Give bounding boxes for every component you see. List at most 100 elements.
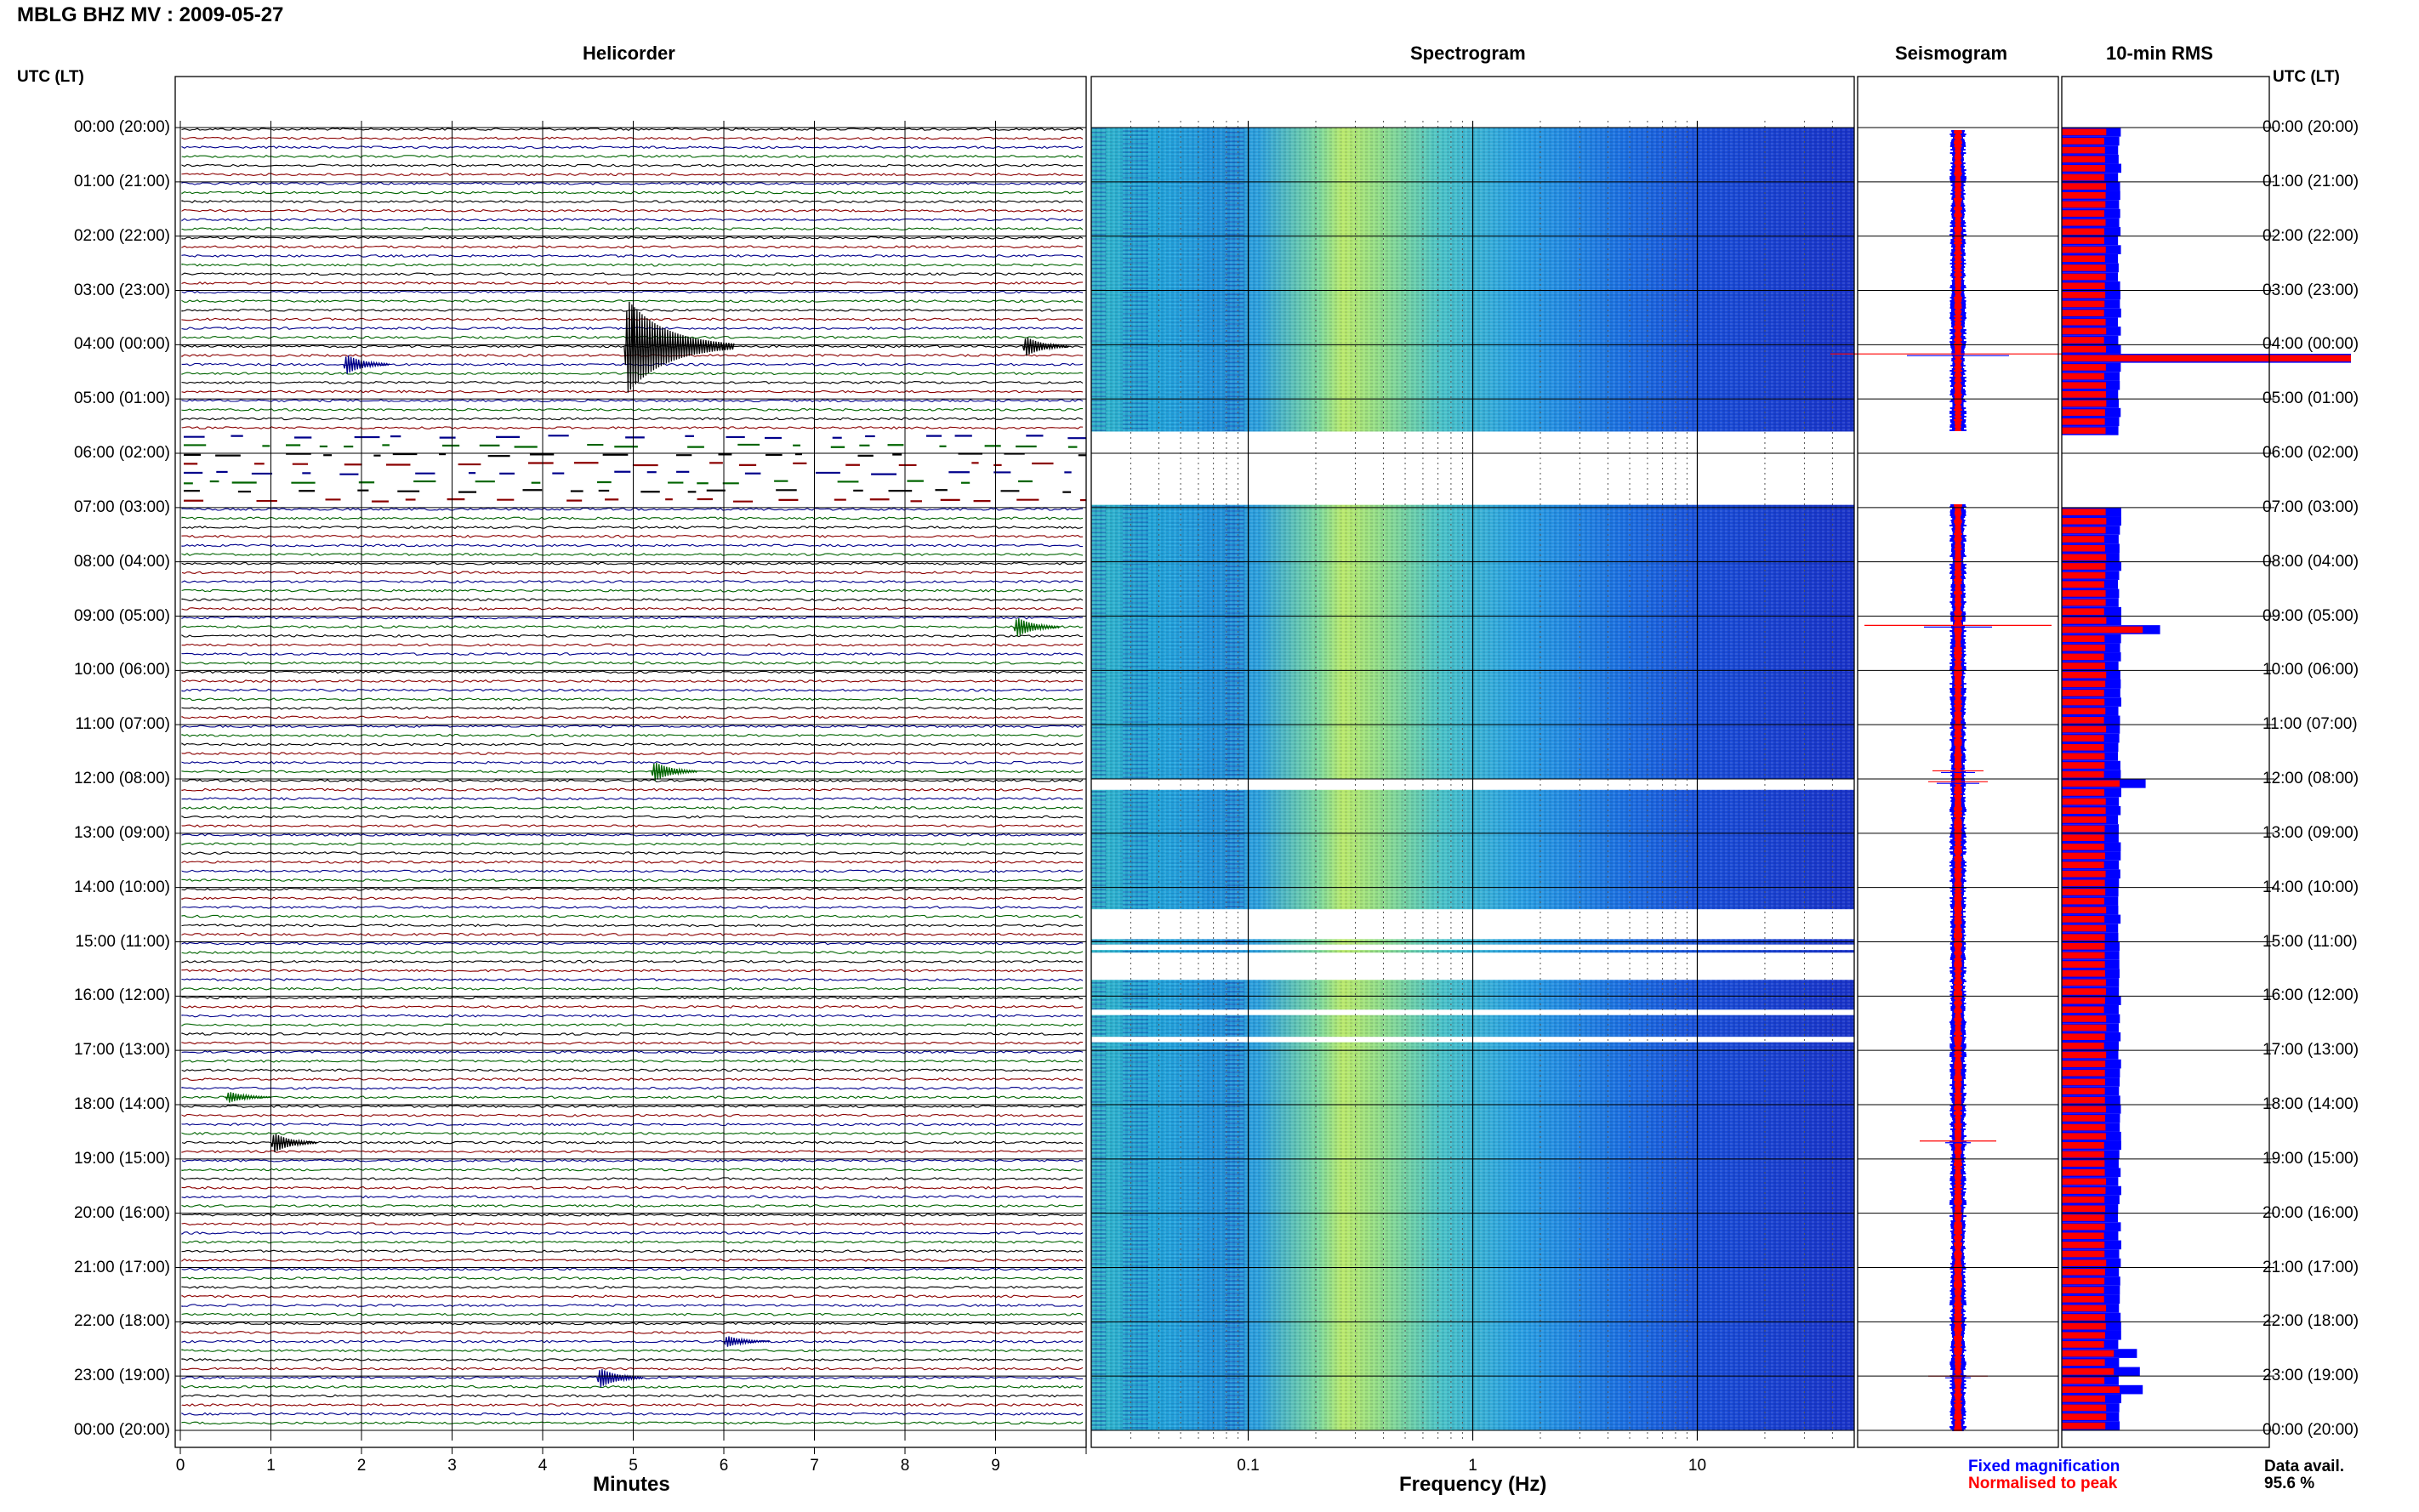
rms-bar-normalised [2062,943,2105,950]
helicorder-trace [181,227,1084,230]
helicorder-trace [181,1068,1084,1072]
helicorder-trace [181,399,1084,403]
time-label-left: 10:00 (06:00) [73,661,170,679]
rms-bar-normalised [2062,626,2143,634]
helicorder-trace [181,941,1084,946]
time-label-left: 04:00 (00:00) [73,335,170,354]
helicorder-event [225,1092,272,1103]
minute-tick-label: 7 [810,1457,819,1475]
time-label-left: 18:00 (14:00) [73,1095,170,1113]
rms-bar-normalised [2062,1060,2106,1067]
rms-bar-normalised [2062,653,2104,661]
helicorder-trace [181,1105,1084,1108]
time-label-right: 06:00 (02:00) [2262,444,2359,462]
time-label-right: 01:00 (21:00) [2262,172,2359,190]
helicorder-trace [181,380,1084,384]
report-title: MBLG BHZ MV : 2009-05-27 [17,3,284,26]
helicorder-trace [181,996,1084,1000]
helicorder-trace [181,824,1084,828]
rms-bar-normalised [2062,418,2105,425]
rms-bar-normalised [2062,1160,2105,1167]
helicorder-trace [181,407,1083,412]
minute-tick-label: 3 [447,1457,457,1475]
helicorder-trace [181,887,1084,891]
helicorder-trace [181,1240,1084,1244]
rms-bar-normalised [2062,1395,2105,1402]
time-label-right: 23:00 (19:00) [2262,1367,2359,1385]
helicorder-trace [181,218,1084,222]
helicorder-trace [181,516,1084,520]
time-label-left: 08:00 (04:00) [73,552,170,571]
time-label-left: 22:00 (18:00) [73,1312,170,1331]
rms-bar-normalised [2062,228,2105,236]
rms-bar-normalised [2062,1088,2105,1094]
rms-bar-normalised [2062,879,2105,887]
helicorder-trace [181,1412,1084,1416]
time-label-right: 22:00 (18:00) [2262,1312,2359,1331]
rms-bar-normalised [2062,843,2105,850]
rms-bar-normalised [2062,1232,2104,1240]
helicorder-trace [181,272,1084,276]
minutes-axis-label: Minutes [593,1473,670,1496]
helicorder-event [651,762,698,782]
helicorder-trace [181,851,1084,855]
rms-bar-normalised [2062,1422,2106,1430]
helicorder-title: Helicorder [583,43,675,64]
rms-bar-normalised [2062,391,2106,398]
rms-bar-normalised [2062,1051,2107,1059]
rms-bar-normalised [2062,409,2105,416]
time-label-right: 15:00 (11:00) [2262,932,2358,951]
helicorder-trace [181,1086,1084,1090]
helicorder-trace [181,661,1084,665]
helicorder-trace [181,417,1084,421]
rms-bar-normalised [2062,635,2105,642]
rms-bar-normalised [2062,708,2106,715]
rms-bar-normalised [2062,355,2351,362]
rms-bar-normalised [2062,382,2106,389]
rms-bar-normalised [2062,1223,2105,1231]
time-label-right: 12:00 (08:00) [2262,770,2359,787]
helicorder-trace [181,308,1084,312]
panel-frames [174,76,2274,1454]
helicorder-trace [181,770,1084,774]
rms-bar-normalised [2062,219,2106,226]
rms-bar-normalised [2062,1214,2105,1221]
helicorder-trace [181,254,1084,258]
rms-bar-normalised [2062,337,2104,344]
rms-bar-normalised [2062,571,2106,579]
time-label-right: 10:00 (06:00) [2262,661,2359,679]
rms-bar-normalised [2062,372,2104,380]
rms-bar-normalised [2062,1359,2105,1367]
rms-bar-normalised [2062,364,2106,371]
helicorder-trace [181,670,1084,674]
rms-bar-normalised [2062,345,2107,353]
time-label-right: 00:00 (20:00) [2262,118,2359,136]
helicorder-trace [181,580,1083,583]
panel-border [174,76,1087,1448]
time-label-left: 11:00 (07:00) [75,715,170,734]
rms-bar-normalised [2062,183,2107,190]
rms-bar-normalised [2062,1123,2106,1131]
time-label-right: 07:00 (03:00) [2262,497,2359,516]
helicorder-trace [181,860,1084,864]
time-label-left: 07:00 (03:00) [73,497,170,516]
rms-bar-normalised [2062,897,2105,905]
helicorder-trace [181,1195,1083,1199]
helicorder-trace [181,932,1084,936]
helicorder-trace [181,181,1084,185]
helicorder-panel [179,121,1087,1441]
helicorder-trace [181,969,1084,973]
rms-bar-normalised [2062,1142,2104,1149]
rms-bar-normalised [2062,264,2106,271]
rms-bar-normalised [2062,961,2105,968]
helicorder-trace [181,236,1084,240]
rms-bar-normalised [2062,1168,2105,1176]
rms-bar-normalised [2062,1250,2105,1258]
time-label-left: 00:00 (20:00) [73,1421,170,1439]
rms-bar-normalised [2062,988,2106,995]
rms-bar-normalised [2062,807,2106,815]
panel-border [2061,76,2270,1448]
helicorder-trace [181,389,1084,394]
rms-bar-normalised [2062,735,2104,742]
